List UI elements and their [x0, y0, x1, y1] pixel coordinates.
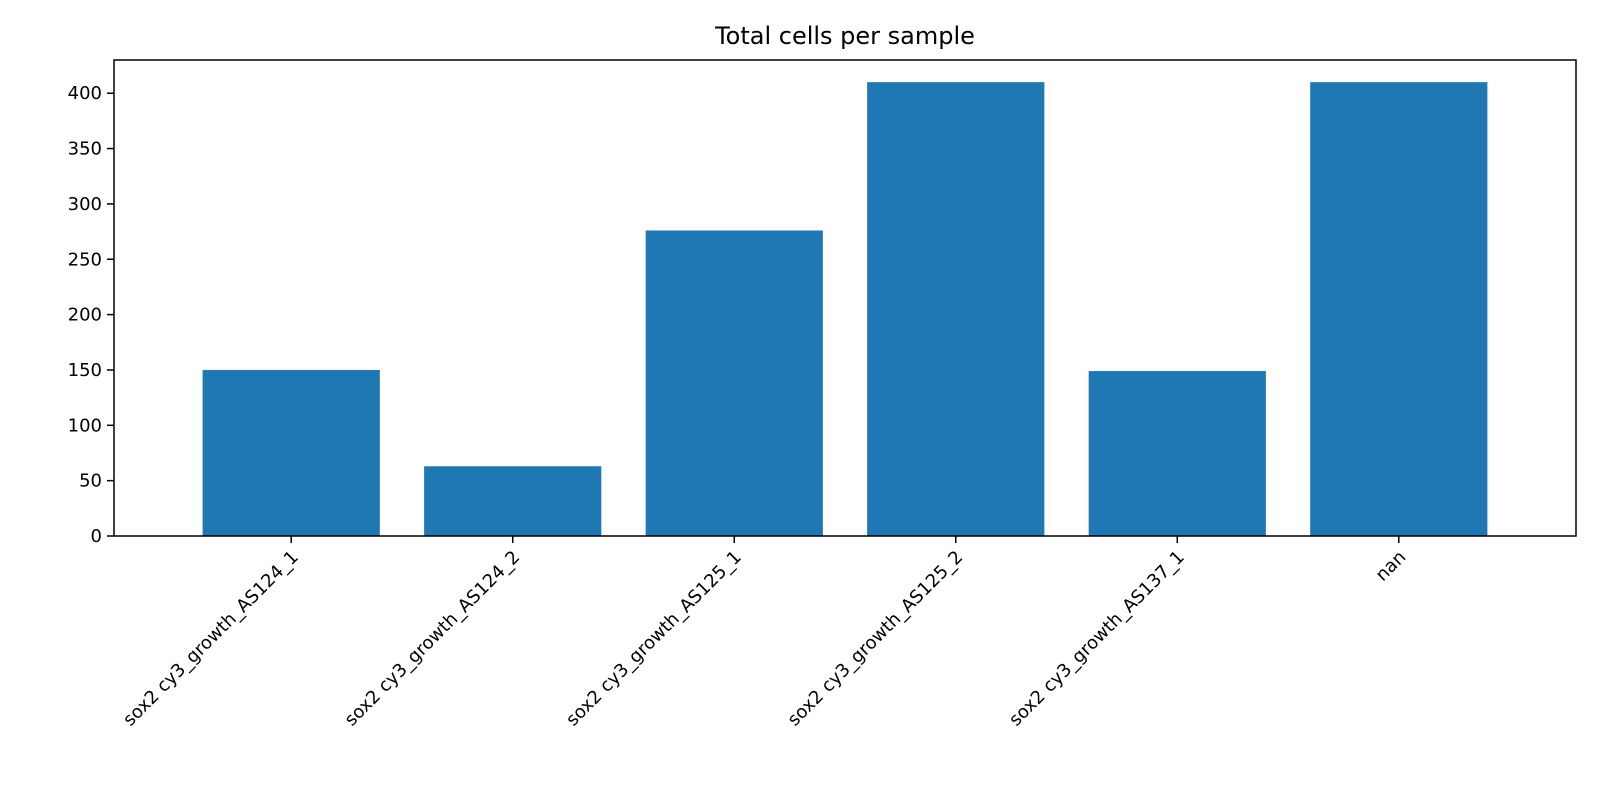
bar-2	[645, 230, 823, 536]
x-axis: sox2 cy3_growth_AS124_1 sox2 cy3_growth_A…	[119, 536, 1410, 730]
x-tick-label-3: sox2 cy3_growth_AS125_2	[784, 547, 968, 731]
chart-title: Total cells per sample	[714, 22, 975, 50]
y-tick-label-6: 300	[68, 194, 102, 215]
y-tick-label-4: 200	[68, 305, 102, 326]
y-tick-label-5: 250	[68, 249, 102, 270]
y-tick-label-7: 350	[68, 139, 102, 160]
y-tick-label-3: 150	[68, 360, 102, 381]
x-tick-label-5: nan	[1372, 547, 1411, 586]
y-tick-label-2: 100	[68, 415, 102, 436]
plot-frame	[113, 59, 1577, 537]
x-tick-label-4: sox2 cy3_growth_AS137_1	[1005, 547, 1189, 731]
y-tick-label-1: 50	[79, 471, 102, 492]
bars-layer	[202, 82, 1488, 537]
x-tick-label-2: sox2 cy3_growth_AS125_1	[562, 547, 746, 731]
y-tick-label-8: 400	[68, 83, 102, 104]
x-tick-label-1: sox2 cy3_growth_AS124_2	[341, 547, 525, 731]
y-axis: 0 50 100 150 200 250 300 350 400	[68, 83, 114, 547]
bar-5	[1310, 82, 1488, 537]
bar-4	[1088, 371, 1266, 536]
x-tick-label-0: sox2 cy3_growth_AS124_1	[119, 547, 303, 731]
bar-0	[202, 369, 380, 536]
bar-1	[424, 466, 602, 536]
y-tick-label-0: 0	[91, 526, 102, 547]
bar-3	[867, 82, 1045, 537]
